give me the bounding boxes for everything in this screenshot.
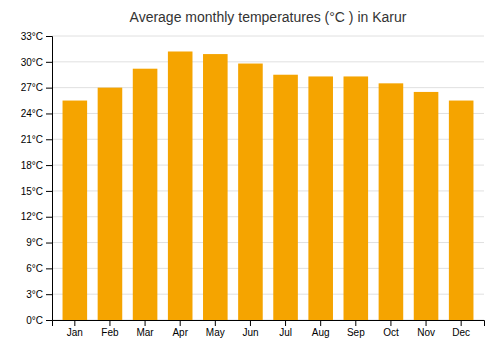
x-tick-mark [461,320,462,326]
y-tick-mark [46,217,52,218]
bar [379,83,404,320]
x-tick: Oct [383,320,399,338]
x-tick-mark [180,320,181,326]
y-tick-mark [46,294,52,295]
y-tick-label: 0°C [26,315,43,326]
y-tick-mark [46,88,52,89]
x-tick: Feb [101,320,119,338]
bar [414,92,439,320]
marks [63,51,474,320]
y-tick-label: 33°C [21,31,43,42]
x-tick-label: Jan [67,327,83,338]
x-tick-mark [145,320,146,326]
x-tick: Mar [136,320,154,338]
y-axis: 0°C 3°C 6°C 9°C 12°C 15°C 18°C 21°C 24°C 27°C 30°C… [21,31,53,326]
x-tick-label: Feb [101,327,119,338]
x-tick-mark [390,320,391,326]
x-axis-line [53,321,485,327]
x-tick: Jun [242,320,258,338]
x-tick: Nov [417,320,435,338]
bar [98,88,123,320]
y-tick-mark [46,243,52,244]
x-tick-mark [320,320,321,326]
y-tick-mark [46,113,52,114]
x-tick: Apr [172,320,188,338]
y-tick: 15°C [21,186,52,197]
x-tick-label: Aug [312,327,330,338]
bar [238,64,263,320]
title: Average monthly temperatures (°C ) in Ka… [130,9,407,25]
x-tick-label: Dec [452,327,470,338]
plot-area: Jan Feb Mar Apr May Jun Jul Aug Sep Oct Nov Dec 0°C 3… [21,31,485,338]
y-tick-label: 6°C [26,263,43,274]
x-tick: May [206,320,225,338]
y-tick-label: 9°C [26,237,43,248]
y-tick: 3°C [26,289,52,300]
bar [203,54,228,320]
x-tick-mark [426,320,427,326]
y-tick-label: 27°C [21,82,43,93]
grid-line [52,61,484,62]
y-tick: 0°C [26,315,52,326]
x-tick-label: Nov [417,327,435,338]
y-tick: 33°C [21,31,52,42]
x-tick: Aug [312,320,330,338]
y-tick: 27°C [21,82,52,93]
y-tick: 9°C [26,237,52,248]
bar [308,76,333,320]
y-tick-mark [46,191,52,192]
x-tick: Jul [279,320,292,338]
y-tick-mark [46,320,52,321]
y-tick-label: 30°C [21,57,43,68]
x-tick-label: Jun [242,327,258,338]
bar [344,76,369,320]
bar [168,51,193,320]
y-tick-label: 21°C [21,134,43,145]
chart-container: Jan Feb Mar Apr May Jun Jul Aug Sep Oct Nov Dec 0°C 3… [0,0,500,350]
y-axis-line [46,37,53,321]
y-tick: 18°C [21,160,52,171]
x-tick: Sep [347,320,365,338]
y-tick-label: 24°C [21,108,43,119]
grid [52,36,484,320]
x-tick-label: Jul [279,327,292,338]
x-tick-label: Mar [136,327,154,338]
x-tick-mark [355,320,356,326]
y-tick: 24°C [21,108,52,119]
x-tick: Dec [452,320,470,338]
y-tick-mark [46,36,52,37]
x-tick-mark [109,320,110,326]
x-tick-label: Apr [172,327,188,338]
bar [449,101,474,320]
y-tick: 12°C [21,211,52,222]
x-tick: Jan [67,320,83,338]
x-tick-mark [250,320,251,326]
grid-line [52,36,484,37]
x-axis: Jan Feb Mar Apr May Jun Jul Aug Sep Oct Nov Dec [53,320,485,338]
y-tick: 30°C [21,57,52,68]
y-tick-mark [46,139,52,140]
bar [273,75,298,320]
y-tick-mark [46,268,52,269]
y-tick: 21°C [21,134,52,145]
bar [63,101,88,320]
y-tick: 6°C [26,263,52,274]
y-tick-mark [46,165,52,166]
x-tick-label: May [206,327,225,338]
y-tick-label: 15°C [21,186,43,197]
x-tick-label: Oct [383,327,399,338]
chart-svg: Jan Feb Mar Apr May Jun Jul Aug Sep Oct Nov Dec 0°C 3… [0,0,500,350]
bar [133,69,158,320]
y-tick-mark [46,62,52,63]
y-tick-label: 18°C [21,160,43,171]
x-tick-mark [215,320,216,326]
y-tick-label: 12°C [21,211,43,222]
x-tick-mark [285,320,286,326]
x-tick-mark [74,320,75,326]
x-tick-label: Sep [347,327,365,338]
y-tick-label: 3°C [26,289,43,300]
